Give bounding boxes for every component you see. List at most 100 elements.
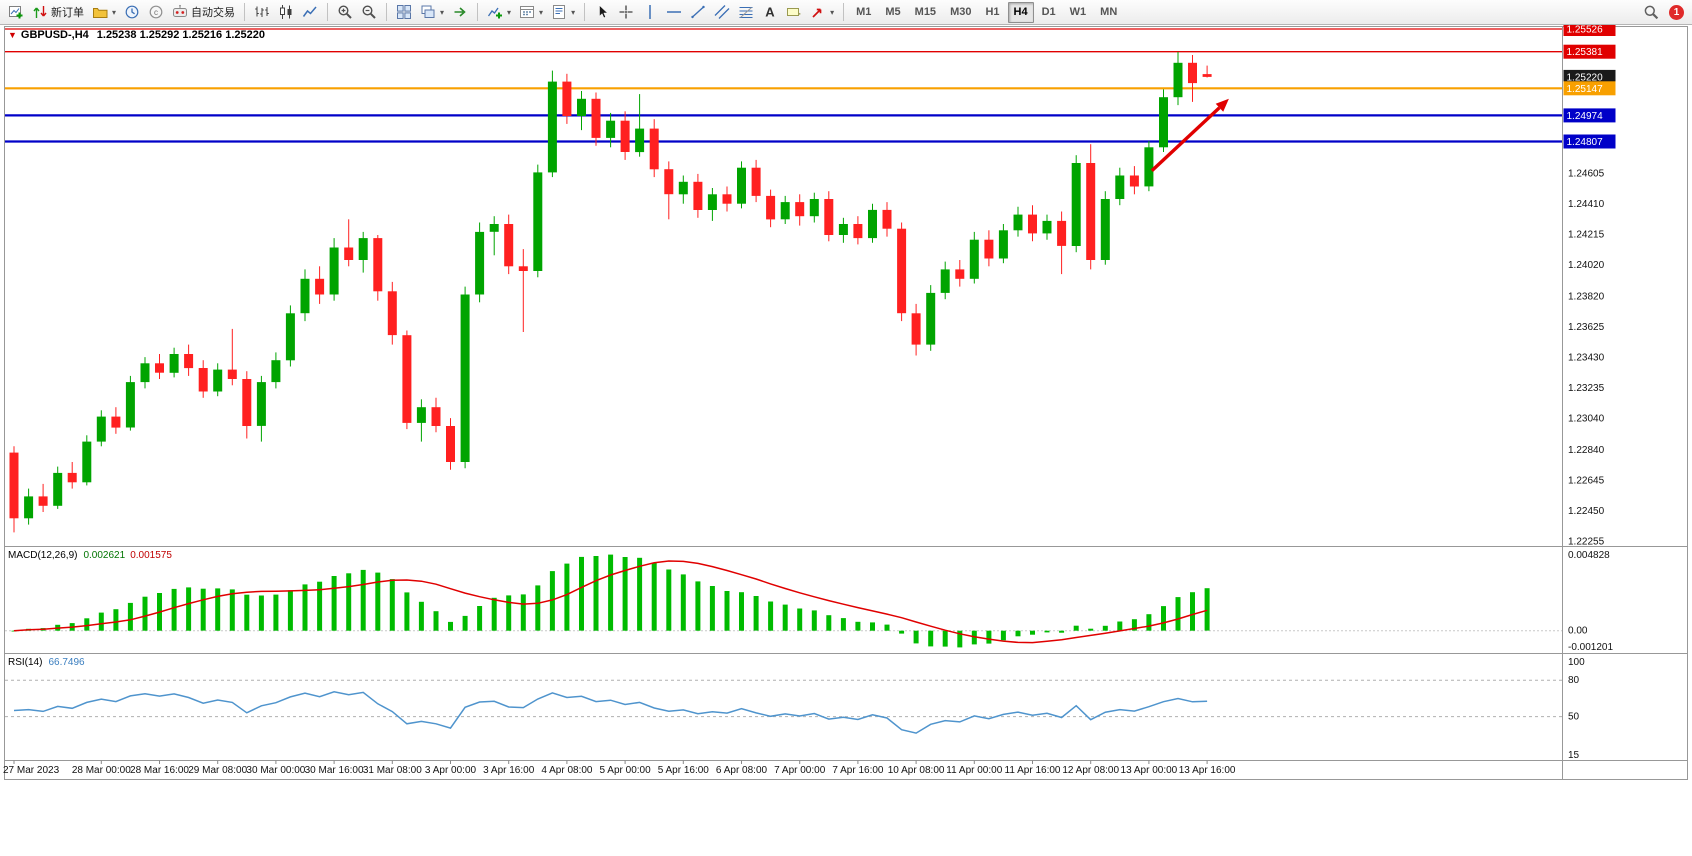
bar-chart-button[interactable] (250, 1, 274, 23)
time-label: 5 Apr 16:00 (658, 765, 710, 776)
price-grid-label: 1.23040 (1568, 414, 1605, 425)
label-button[interactable] (782, 1, 806, 23)
trend-arrow[interactable] (1150, 98, 1229, 173)
templates-button[interactable]: ▾ (547, 1, 579, 23)
macd-name: MACD(12,26,9) (8, 550, 78, 561)
time-label: 4 Apr 08:00 (541, 765, 593, 776)
toolbar: 新订单 ▾ c 自动交易 ▾ ▾ ▾ ▾ A ▾ M1 M5 M15 M30 H1 H4 D1 W1 MN 1 (0, 0, 1692, 25)
zoom-out-icon (361, 4, 377, 20)
new-chart-icon (8, 4, 24, 20)
price-grid-label: 1.23820 (1568, 292, 1605, 303)
macd-signal-line (13, 560, 1208, 644)
periods-button[interactable]: ▾ (515, 1, 547, 23)
timeframe-button-m1[interactable]: M1 (856, 6, 872, 18)
trendline-button[interactable] (686, 1, 710, 23)
timeframe-button-mn[interactable]: MN (1100, 6, 1118, 18)
new-chart-button[interactable] (4, 1, 28, 23)
indicators-dropdown-icon[interactable]: ▾ (507, 7, 512, 17)
zoom-out-button[interactable] (357, 1, 381, 23)
hline-button[interactable] (662, 1, 686, 23)
timeframe-button-m30[interactable]: M30 (950, 6, 972, 18)
cursor-button[interactable] (590, 1, 614, 23)
vline-button[interactable] (638, 1, 662, 23)
timeframe-button-h1[interactable]: H1 (985, 6, 1000, 18)
indicators-button[interactable]: ▾ (483, 1, 515, 23)
price-grid-label: 1.24605 (1568, 169, 1605, 180)
timeframe-button-m15[interactable]: M15 (914, 6, 937, 18)
chart-profiles-dropdown-icon[interactable]: ▾ (112, 7, 117, 17)
arrows-tool-button[interactable]: ▾ (806, 1, 838, 23)
time-label: 3 Apr 00:00 (425, 765, 477, 776)
toolbar-separator (477, 3, 479, 21)
time-label: 28 Mar 16:00 (130, 765, 189, 776)
market-watch-button[interactable] (120, 1, 144, 23)
new-order-button[interactable]: 新订单 (28, 1, 88, 23)
timeframe-button-w1[interactable]: W1 (1069, 6, 1087, 18)
chart-shift-icon (452, 4, 468, 20)
timeframe-button-d1[interactable]: D1 (1041, 6, 1056, 18)
tile-windows-icon (396, 4, 412, 20)
rsi-scale-100: 100 (1568, 657, 1585, 668)
text-button[interactable]: A (758, 1, 782, 23)
autotrading-button[interactable]: 自动交易 (168, 1, 239, 23)
time-axis[interactable]: 27 Mar 2023 28 Mar 00:00 28 Mar 16:00 29 Ma… (3, 760, 1236, 777)
data-window-button[interactable]: c (144, 1, 168, 23)
macd-scale-min: -0.001201 (1568, 642, 1613, 653)
price-grid-label: 1.23430 (1568, 353, 1605, 364)
macd-histogram (11, 554, 1210, 648)
crosshair-button[interactable] (614, 1, 638, 23)
rsi-indicator-label: RSI(14) 66.7496 (8, 657, 85, 668)
chart-dropdown-icon[interactable]: ▼ (8, 30, 17, 40)
cascade-windows-dropdown-icon[interactable]: ▾ (440, 7, 445, 17)
chart-profiles-icon (92, 4, 108, 20)
rsi-scale-50: 50 (1568, 712, 1580, 723)
time-label: 7 Apr 00:00 (774, 765, 826, 776)
timeframe-button-h4[interactable]: H4 (1007, 1, 1034, 23)
channel-icon (714, 4, 730, 20)
line-chart-button[interactable] (298, 1, 322, 23)
time-label: 30 Mar 00:00 (246, 765, 305, 776)
time-label: 12 Apr 08:00 (1062, 765, 1119, 776)
text-icon: A (762, 4, 778, 20)
candlestick-chart-button[interactable] (274, 1, 298, 23)
svg-text:1.24807: 1.24807 (1567, 137, 1604, 148)
timeframe-button-m5[interactable]: M5 (885, 6, 901, 18)
price-grid-label: 1.23625 (1568, 322, 1605, 333)
channel-button[interactable] (710, 1, 734, 23)
toolbar-separator (386, 3, 388, 21)
rsi-scale-15: 15 (1568, 750, 1580, 761)
fibonacci-button[interactable] (734, 1, 758, 23)
ohlc-values: 1.25238 1.25292 1.25216 1.25220 (96, 29, 265, 41)
chart-profiles-button[interactable]: ▾ (88, 1, 120, 23)
svg-text:c: c (154, 8, 158, 17)
market-watch-icon (124, 4, 140, 20)
zoom-in-button[interactable] (333, 1, 357, 23)
templates-dropdown-icon[interactable]: ▾ (571, 7, 576, 17)
time-label: 3 Apr 16:00 (483, 765, 535, 776)
search-button[interactable] (1639, 1, 1663, 23)
price-label-support-2: 1.24807 (1563, 134, 1616, 149)
time-label: 31 Mar 08:00 (363, 765, 422, 776)
macd-main-value: 0.002621 (83, 550, 126, 561)
trendline-icon (690, 4, 706, 20)
svg-text:1.24974: 1.24974 (1567, 111, 1604, 122)
fibonacci-icon (738, 4, 754, 20)
time-label: 10 Apr 08:00 (888, 765, 945, 776)
periods-icon (519, 4, 535, 20)
svg-text:A: A (765, 5, 775, 20)
vline-icon (642, 4, 658, 20)
macd-scale-max: 0.004828 (1568, 550, 1610, 561)
arrows-tool-dropdown-icon[interactable]: ▾ (830, 7, 835, 17)
cascade-windows-button[interactable]: ▾ (416, 1, 448, 23)
price-axis[interactable]: 1.24605 1.24410 1.24215 1.24020 1.23820 1.236… (1563, 22, 1616, 761)
autotrading-icon (172, 4, 188, 20)
time-label: 7 Apr 16:00 (832, 765, 884, 776)
chart-shift-button[interactable] (448, 1, 472, 23)
toolbar-separator (327, 3, 329, 21)
templates-icon (551, 4, 567, 20)
price-label-support-1: 1.24974 (1563, 108, 1616, 123)
periods-dropdown-icon[interactable]: ▾ (539, 7, 544, 17)
tile-windows-button[interactable] (392, 1, 416, 23)
notification-badge[interactable]: 1 (1669, 4, 1684, 20)
